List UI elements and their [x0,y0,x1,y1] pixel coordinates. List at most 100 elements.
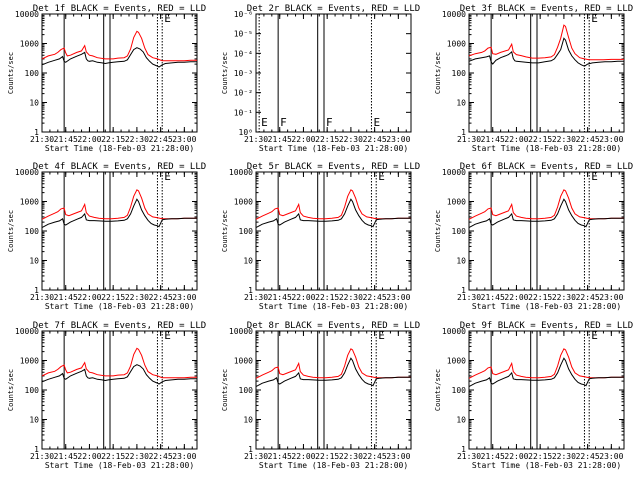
series-lld-line [255,189,411,220]
panel-title: Det 1f BLACK = Events, RED = LLD [33,4,206,14]
x-tick-label: 22:15 [528,293,552,302]
y-axis-label: Counts/sec [221,369,229,411]
y-tick-label: 1000 [234,357,253,366]
y-tick-label: 10 [456,416,466,425]
event-marker-label: E [378,329,385,342]
x-tick-label: 23:00 [599,452,623,461]
series-lld-line [468,189,624,220]
series-lld-line [255,348,411,379]
y-tick-label: 10 [456,257,466,266]
y-tick-label: 100 [452,227,467,236]
y-tick-label: 1 [248,445,253,454]
x-tick-label: 22:30 [125,135,149,144]
series-events-line [468,37,624,67]
event-marker-label: E [591,329,598,342]
y-tick-label: 10000 [15,168,39,177]
x-tick-label: 22:15 [528,452,552,461]
chart-panel-3: Det 3f BLACK = Events, RED = LLD Counts/s… [434,4,633,153]
x-tick-label: 22:15 [101,293,125,302]
x-tick-label: 21:30 [30,452,54,461]
y-tick-label: 10⁻² [234,89,253,98]
x-tick-label: 23:00 [386,452,410,461]
y-axis-label: Counts/sec [434,52,442,94]
x-tick-label: 21:30 [457,135,481,144]
panel-title: Det 3f BLACK = Events, RED = LLD [460,4,633,14]
x-tick-label: 22:00 [77,293,101,302]
event-marker-label: E [261,116,268,129]
plot-frame [468,13,625,133]
chart-panel-9: Det 9f BLACK = Events, RED = LLD Counts/s… [434,321,633,470]
series-events-line [41,198,197,229]
x-axis-label: Start Time (18-Feb-03 21:28:00) [259,302,408,311]
chart-panel-8: Det 8r BLACK = Events, RED = LLD Counts/s… [221,321,420,470]
x-tick-label: 21:45 [54,293,78,302]
y-tick-label: 1000 [234,198,253,207]
y-tick-label: 100 [25,69,40,78]
y-tick-label: 10000 [229,327,253,336]
event-marker-label: E [164,170,171,183]
x-tick-label: 21:45 [54,135,78,144]
event-marker-label: E [164,12,171,25]
y-tick-label: 1 [248,286,253,295]
y-tick-label: 10⁻³ [234,69,253,78]
x-tick-label: 23:00 [599,293,623,302]
x-axis-label: Start Time (18-Feb-03 21:28:00) [45,144,194,153]
x-tick-label: 22:15 [528,135,552,144]
x-tick-label: 21:30 [244,452,268,461]
x-tick-label: 21:45 [268,135,292,144]
x-tick-label: 21:30 [244,135,268,144]
y-tick-label: 10000 [442,327,466,336]
x-tick-label: 22:00 [291,452,315,461]
event-marker-label: E [378,170,385,183]
x-tick-label: 22:45 [363,452,387,461]
x-tick-label: 21:45 [268,293,292,302]
y-tick-label: 10 [29,416,39,425]
y-tick-label: 10000 [15,10,39,19]
panel-title: Det 8r BLACK = Events, RED = LLD [247,321,420,331]
x-tick-label: 21:45 [481,293,505,302]
x-tick-label: 22:15 [101,452,125,461]
x-tick-label: 22:00 [504,293,528,302]
y-tick-label: 10 [29,99,39,108]
plot-frame [255,330,412,450]
x-tick-label: 22:30 [339,452,363,461]
x-tick-label: 21:45 [481,452,505,461]
panel-title: Det 7f BLACK = Events, RED = LLD [33,321,206,331]
y-tick-label: 100 [25,386,40,395]
y-axis-label: Counts/sec [434,210,442,252]
event-marker-label: E [164,329,171,342]
series-lld-line [468,348,624,379]
x-tick-label: 22:45 [149,135,173,144]
y-tick-label: 1000 [447,40,466,49]
x-tick-label: 21:45 [481,135,505,144]
x-tick-label: 22:30 [125,293,149,302]
y-tick-label: 1 [34,286,39,295]
y-tick-label: 10 [456,99,466,108]
x-tick-label: 21:30 [30,135,54,144]
chart-panel-1: Det 1f BLACK = Events, RED = LLD Counts/s… [7,4,206,153]
series-events-line [41,47,197,68]
series-events-line [468,198,624,229]
x-tick-label: 22:45 [363,293,387,302]
x-tick-label: 21:45 [268,452,292,461]
panel-title: Det 4f BLACK = Events, RED = LLD [33,162,206,172]
y-tick-label: 100 [452,386,467,395]
series-events-line [255,357,411,388]
x-axis-label: Start Time (18-Feb-03 21:28:00) [472,461,621,470]
x-axis-label: Start Time (18-Feb-03 21:28:00) [45,302,194,311]
series-events-line [41,364,197,385]
plot-frame [468,330,625,450]
y-tick-label: 1 [461,286,466,295]
event-marker-label: F [326,116,333,129]
series-events-line [255,198,411,229]
x-tick-label: 22:00 [77,452,101,461]
series-lld-line [41,189,197,220]
x-tick-label: 22:45 [149,293,173,302]
event-marker-label: E [373,116,380,129]
chart-panel-6: Det 6f BLACK = Events, RED = LLD Counts/s… [434,162,633,311]
chart-panel-5: Det 5r BLACK = Events, RED = LLD Counts/s… [221,162,420,311]
y-tick-label: 10 [29,257,39,266]
plot-frame [41,330,198,450]
y-axis-label: Counts/sec [7,52,15,94]
